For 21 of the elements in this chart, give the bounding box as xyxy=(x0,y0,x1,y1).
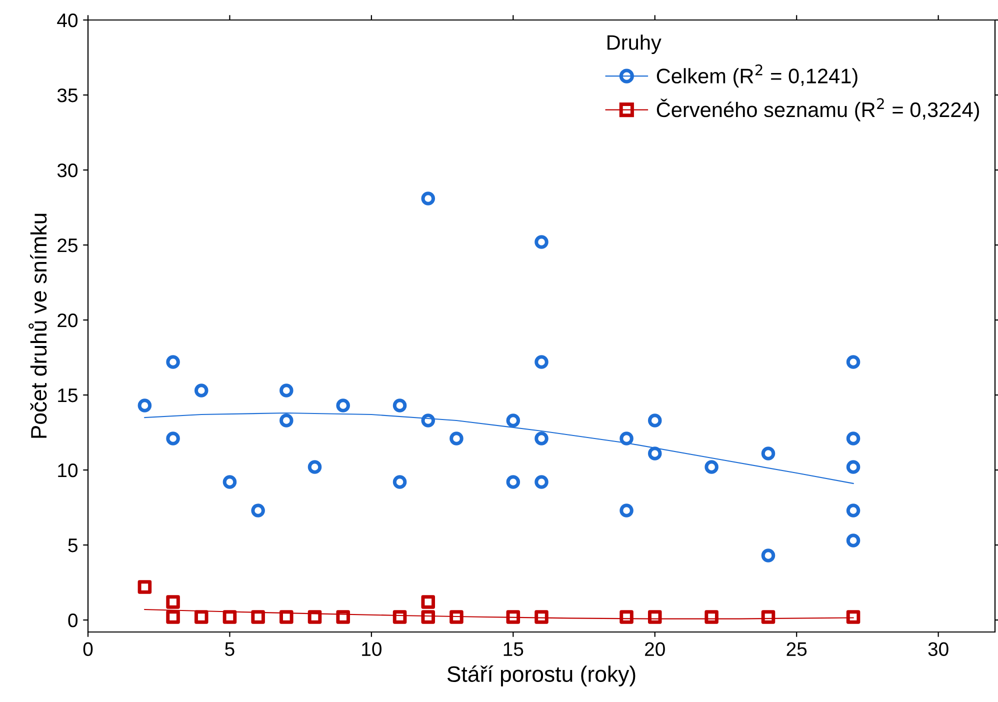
x-tick-label: 30 xyxy=(928,642,948,656)
x-tick-label: 20 xyxy=(645,642,665,656)
y-tick-label: 20 xyxy=(58,313,78,328)
x-axis-title: Stáří porostu (roky) xyxy=(447,665,636,686)
x-tick-label: 15 xyxy=(504,642,524,656)
y-tick-label: 10 xyxy=(58,463,78,478)
x-tick-label: 25 xyxy=(786,642,807,656)
y-axis-title: Počet druhů ve snímku xyxy=(28,214,47,438)
y-tick-label: 35 xyxy=(57,88,78,102)
x-tick-label: 5 xyxy=(225,642,234,656)
y-tick-label: 40 xyxy=(57,13,78,28)
legend-label: Celkem (R$^{2}$ = 0,1241) xyxy=(656,64,858,88)
legend-label: Červeného seznamu (R$^{2}$ = 0,3224) xyxy=(656,98,979,122)
x-tick-label: 10 xyxy=(362,642,382,656)
legend-title: Druhy xyxy=(608,34,662,54)
y-tick-label: 0 xyxy=(68,613,78,628)
y-tick-label: 15 xyxy=(58,388,78,402)
x-tick-label: 0 xyxy=(83,642,93,656)
y-tick-label: 25 xyxy=(58,238,78,252)
y-tick-label: 5 xyxy=(68,538,78,552)
y-tick-label: 30 xyxy=(57,163,78,178)
